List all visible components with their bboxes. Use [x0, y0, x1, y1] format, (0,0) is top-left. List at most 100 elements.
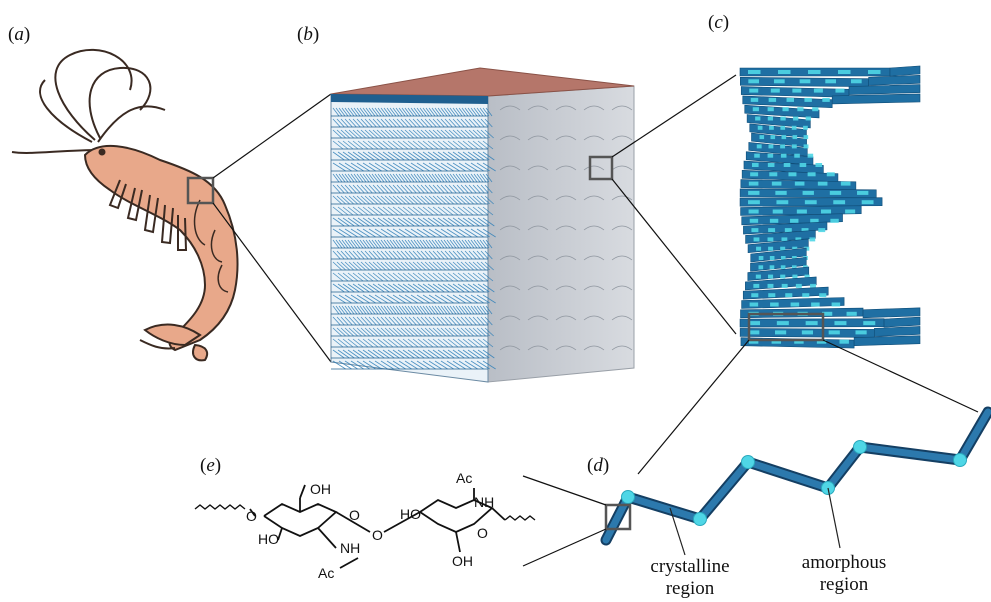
- zoom-box-plywood: [747, 312, 825, 342]
- panel-label-e: (e): [200, 455, 222, 476]
- atom-label: Ac: [456, 470, 472, 486]
- cube-side-pattern: [499, 105, 633, 351]
- side-arc: [499, 345, 521, 351]
- crystalline-label-line1: crystalline: [650, 556, 730, 577]
- plywood-layer: [741, 169, 839, 183]
- side-arc: [555, 105, 577, 111]
- cube-lamellae: [331, 107, 496, 370]
- side-arc: [527, 105, 549, 111]
- shrimp-legs: [108, 179, 188, 251]
- side-arc: [499, 105, 521, 111]
- side-arc: [555, 135, 577, 141]
- side-arc: [611, 135, 633, 141]
- connector-line: [611, 74, 737, 158]
- side-arc: [611, 195, 633, 201]
- plywood-layer: [745, 276, 817, 291]
- cube-side-face: [487, 85, 635, 383]
- side-arc: [611, 255, 633, 261]
- plywood-layer: [739, 197, 883, 207]
- plywood-layer: [740, 205, 862, 216]
- atom-label: NH: [474, 494, 494, 510]
- cube-lamella: [331, 283, 495, 293]
- side-arc: [499, 315, 521, 321]
- shrimp-tail: [139, 339, 176, 350]
- atom-label: O: [477, 525, 488, 541]
- cube-lamella: [331, 173, 493, 183]
- cube-lamella: [331, 195, 494, 205]
- side-arc: [527, 195, 549, 201]
- shrimp-eye: [98, 148, 106, 156]
- side-arc: [611, 315, 633, 321]
- cube-lamella: [331, 140, 494, 150]
- plywood-layer: [742, 93, 921, 109]
- plywood-layer: [747, 238, 810, 254]
- cube-lamella: [331, 327, 494, 337]
- side-arc: [555, 165, 577, 171]
- crystalline-region-label: crystalline region: [630, 556, 750, 600]
- lamellar-cube: [330, 67, 635, 383]
- cube-lamella: [331, 239, 493, 249]
- side-arc: [583, 225, 605, 231]
- shrimp-antenna: [88, 66, 152, 139]
- amorphous-joint: [621, 490, 635, 504]
- atom-label: O: [349, 507, 360, 523]
- connector-line: [611, 178, 737, 335]
- side-arc: [583, 345, 605, 351]
- atom-label: O: [246, 508, 257, 524]
- cube-lamella: [331, 250, 493, 260]
- cube-lamella: [331, 338, 494, 348]
- plywood-layer: [742, 286, 829, 300]
- plywood-layer: [741, 213, 843, 226]
- atom-label: NH: [340, 540, 360, 556]
- cube-lamella: [331, 316, 493, 326]
- side-arc: [499, 165, 521, 171]
- side-arc: [583, 285, 605, 291]
- amorphous-joint: [693, 512, 707, 526]
- panel-label-d: (d): [587, 455, 610, 476]
- panel-label-a: (a): [8, 24, 31, 45]
- shrimp-tail: [192, 343, 209, 362]
- amorphous-joint: [853, 440, 867, 454]
- plywood-layer: [744, 104, 820, 119]
- amorphous-label-line2: region: [819, 574, 869, 595]
- crystalline-label-line2: region: [665, 578, 715, 599]
- side-arc: [555, 285, 577, 291]
- zoom-box-cube: [588, 155, 614, 181]
- side-arc: [499, 135, 521, 141]
- panel-label-c: (c): [708, 12, 730, 33]
- chitin-structure: [194, 484, 536, 569]
- side-arc: [555, 315, 577, 321]
- side-arc: [555, 345, 577, 351]
- plywood-layer: [740, 74, 921, 87]
- side-arc: [555, 195, 577, 201]
- chitin-fibril: [600, 406, 991, 556]
- plywood-layer: [745, 230, 816, 244]
- side-arc: [611, 105, 633, 111]
- cube-lamella: [331, 107, 493, 117]
- shrimp-tail: [143, 323, 202, 347]
- side-arc: [499, 255, 521, 261]
- plywood-layer: [741, 297, 845, 309]
- shrimp-illustration: [11, 49, 239, 362]
- cube-lamella: [331, 272, 494, 282]
- side-arc: [527, 255, 549, 261]
- side-arc: [555, 255, 577, 261]
- shrimp-antenna: [39, 79, 93, 143]
- atom-label: HO: [400, 506, 421, 522]
- panel-label-b: (b): [297, 24, 320, 45]
- shrimp-antenna: [97, 105, 166, 143]
- side-arc: [583, 105, 605, 111]
- shrimp-antenna: [54, 49, 133, 141]
- cube-lamella: [331, 206, 494, 216]
- side-arc: [499, 225, 521, 231]
- cube-lamella: [331, 162, 496, 172]
- amorphous-joint: [953, 453, 967, 467]
- plywood-layer: [747, 266, 810, 281]
- connector-line: [822, 339, 979, 413]
- zoom-box-shrimp: [186, 176, 215, 205]
- cube-lamella: [331, 118, 493, 128]
- amorphous-region-label: amorphous region: [784, 552, 904, 596]
- atom-label: OH: [452, 553, 473, 569]
- side-arc: [527, 315, 549, 321]
